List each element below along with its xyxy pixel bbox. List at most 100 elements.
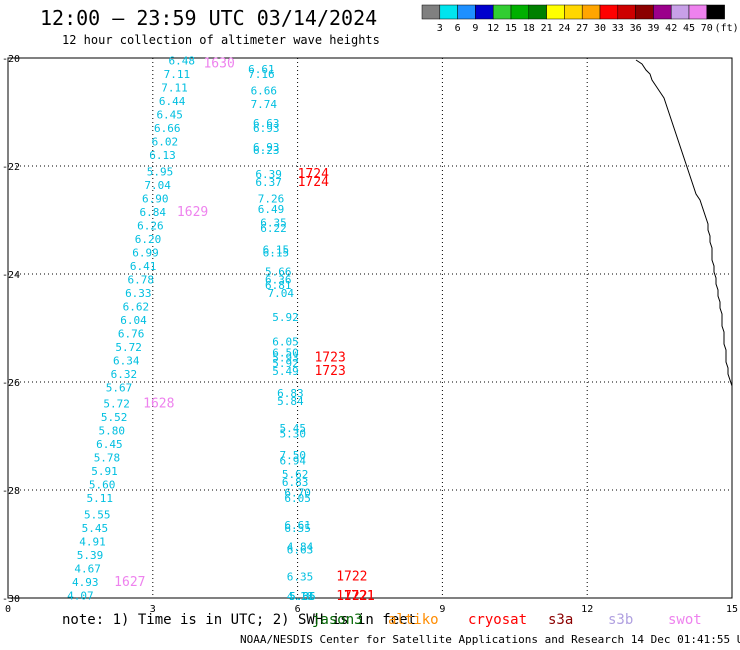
wave-height-value: 6.33 — [125, 287, 152, 300]
wave-height-value: 5.92 — [272, 357, 299, 370]
colorbar-label: 30 — [594, 23, 606, 34]
wave-height-value: 6.04 — [120, 314, 147, 327]
wave-height-value: 6.93 — [253, 122, 280, 135]
wave-height-value: 6.45 — [96, 438, 123, 451]
wave-height-value: 6.20 — [135, 233, 162, 246]
wave-height-value: 5.49 — [272, 365, 299, 378]
chart-grid: 0 3 6 9 12 15 -20 -22 -24 -26 -28 -30 — [2, 54, 738, 615]
wave-height-value: 4.84 — [287, 541, 314, 554]
colorbar-swatch — [421, 4, 441, 20]
colorbar-swatch — [528, 4, 547, 20]
colorbar-swatch — [457, 4, 476, 20]
wave-height-value: 6.15 — [263, 246, 290, 259]
time-label: 1629 — [177, 205, 208, 220]
wave-height-value: 6.32 — [111, 368, 138, 381]
wave-height-value: 6.48 — [169, 55, 196, 68]
wave-height-value: 6.70 — [284, 487, 311, 500]
wave-height-value: 6.36 — [265, 273, 292, 286]
legend-s3a: s3a — [548, 612, 574, 628]
wave-height-value: 5.39 — [77, 549, 104, 562]
wave-height-value: 7.50 — [280, 449, 307, 462]
wave-height-value: 5.67 — [106, 381, 133, 394]
wave-height-value: 6.62 — [123, 300, 150, 313]
wave-height-value: 6.39 — [255, 168, 282, 181]
wave-height-value: 6.99 — [132, 246, 159, 259]
coastline-path — [635, 59, 733, 398]
wave-height-value: 5.80 — [99, 425, 126, 438]
time-label: 1721 — [343, 589, 374, 604]
legend-swot: swot — [668, 612, 702, 628]
wave-height-value: 7.74 — [251, 98, 278, 111]
legend-jason3: jason3 — [312, 612, 363, 628]
time-label: 1628 — [143, 397, 174, 412]
colorbar-label: 24 — [558, 23, 570, 34]
wave-height-value: 6.34 — [113, 354, 140, 367]
colorbar-label: 45 — [683, 23, 695, 34]
wave-height-value: 6.84 — [140, 206, 167, 219]
wave-height-value: 6.93 — [253, 141, 280, 154]
y-tick-label: -20 — [2, 54, 20, 65]
wave-height-value: 6.26 — [137, 219, 164, 232]
wave-height-value: 5.93 — [272, 352, 299, 365]
wave-height-value: 6.50 — [272, 346, 299, 359]
colorbar-swatch — [439, 4, 458, 20]
wave-height-value: 5.62 — [282, 468, 309, 481]
wave-height-value: 5.91 — [91, 465, 118, 478]
wave-height-value: 6.41 — [130, 260, 157, 273]
time-label: 1722 — [336, 569, 367, 584]
wave-height-value: 5.52 — [101, 411, 128, 424]
legend-s3b: s3b — [608, 612, 634, 628]
wave-height-value: 5.66 — [289, 590, 316, 603]
colorbar-swatch — [670, 4, 690, 20]
colorbar-label: 6 — [455, 23, 461, 34]
colorbar-swatch — [706, 4, 725, 20]
colorbar-label: 70 — [701, 23, 713, 34]
wave-height-value: 6.81 — [265, 279, 292, 292]
x-tick-label: 0 — [5, 604, 11, 615]
colorbar-label: 3 — [437, 23, 443, 34]
wave-height-value: 7.11 — [164, 68, 191, 81]
wave-height-value: 5.72 — [115, 341, 142, 354]
time-label: 1722 — [336, 589, 367, 604]
wave-height-value: 6.61 — [248, 63, 275, 76]
wave-height-value: 6.61 — [284, 519, 311, 532]
page-title: 12:00 — 23:59 UTC 03/14/2024 — [40, 6, 378, 30]
wave-height-value: 6.49 — [258, 203, 285, 216]
colorbar-swatch — [635, 4, 654, 20]
time-label: 1724 — [298, 175, 329, 190]
wave-height-value: 5.45 — [82, 522, 109, 535]
wave-height-value: 6.22 — [260, 222, 287, 235]
colorbar-label: 27 — [576, 23, 588, 34]
colorbar-label: 15 — [505, 23, 517, 34]
time-label: 1723 — [314, 351, 345, 366]
colorbar-label: 21 — [541, 23, 553, 34]
colorbar-swatch — [581, 4, 601, 20]
colorbar-label: 42 — [665, 23, 677, 34]
y-tick-label: -28 — [2, 486, 20, 497]
colorbar: 3 6 9 12 15 18 21 24 27 30 33 36 39 42 45 70 (ft) — [421, 4, 739, 34]
wave-height-value: 6.05 — [272, 336, 299, 349]
wave-height-value: 6.76 — [118, 327, 145, 340]
wave-height-value: 5.30 — [280, 427, 307, 440]
x-tick-label: 6 — [295, 604, 301, 615]
wave-height-value: 5.45 — [280, 422, 307, 435]
y-tick-label: -22 — [2, 162, 20, 173]
wave-height-value: 6.13 — [149, 149, 176, 162]
colorbar-swatch — [546, 4, 565, 20]
wave-height-value: 5.95 — [147, 165, 174, 178]
wave-height-value: 6.37 — [255, 176, 282, 189]
colorbar-swatch — [475, 4, 494, 20]
x-tick-label: 15 — [726, 604, 738, 615]
wave-height-value: 7.04 — [144, 179, 171, 192]
footer-credit: NOAA/NESDIS Center for Satellite Applica… — [240, 633, 740, 646]
wave-height-value: 5.72 — [103, 398, 130, 411]
wave-height-value: 6.90 — [142, 192, 169, 205]
colorbar-label: 33 — [612, 23, 624, 34]
wave-height-value: 5.11 — [86, 492, 113, 505]
colorbar-swatch — [510, 4, 530, 20]
time-label: 1724 — [298, 167, 329, 182]
x-tick-label: 3 — [150, 604, 156, 615]
wave-height-value: 7.16 — [248, 68, 275, 81]
colorbar-label: 12 — [487, 23, 499, 34]
